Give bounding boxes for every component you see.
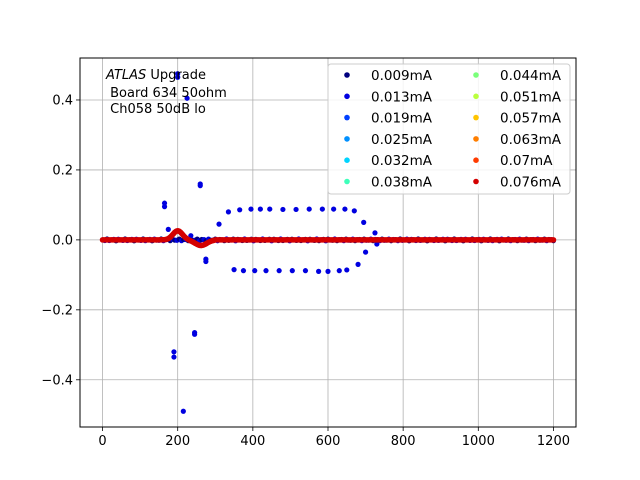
legend-label: 0.076mA <box>500 175 562 191</box>
data-point <box>336 268 342 274</box>
legend-label: 0.063mA <box>500 132 562 148</box>
x-tick-label: 1200 <box>537 434 570 449</box>
legend-marker <box>473 157 479 163</box>
y-tick-label: 0.2 <box>52 163 73 178</box>
legend-marker <box>473 136 479 142</box>
data-point <box>267 206 273 212</box>
data-point <box>225 209 232 215</box>
data-point <box>306 206 312 212</box>
y-tick-label: 0.4 <box>52 93 73 108</box>
legend-marker <box>344 178 350 185</box>
data-point <box>302 268 309 274</box>
legend-label: 0.07mA <box>500 153 553 169</box>
data-point <box>325 268 331 274</box>
legend-label: 0.025mA <box>371 132 433 148</box>
data-point <box>175 74 181 80</box>
data-point <box>165 226 171 232</box>
x-tick-label: 200 <box>165 434 190 449</box>
data-point <box>293 206 299 213</box>
legend-marker <box>344 93 350 100</box>
annotation-line-2: Board 634 50ohm <box>106 86 227 101</box>
data-point <box>257 206 263 212</box>
data-point <box>203 258 209 265</box>
legend: 0.009mA 0.013mA 0.019mA 0.025mA 0.032mA 0.038… <box>327 63 571 195</box>
legend-marker <box>344 72 350 78</box>
data-point <box>171 354 177 360</box>
data-point <box>263 268 269 274</box>
data-point <box>351 208 357 214</box>
annotation-atlas: ATLAS <box>105 68 146 83</box>
legend-box <box>327 63 571 195</box>
legend-marker <box>473 178 479 185</box>
data-point <box>216 221 222 227</box>
legend-marker <box>344 136 350 142</box>
legend-label: 0.057mA <box>500 111 562 127</box>
data-point <box>550 237 557 243</box>
annotation-upgrade: Upgrade <box>146 68 206 83</box>
data-point <box>237 207 243 213</box>
legend-marker <box>344 157 350 163</box>
legend-label: 0.051mA <box>500 89 562 105</box>
data-point <box>344 267 350 273</box>
legend-label: 0.009mA <box>371 68 433 84</box>
data-point <box>316 268 322 274</box>
legend-marker <box>473 114 479 121</box>
data-point <box>248 206 254 212</box>
data-point <box>331 206 337 212</box>
legend-label: 0.013mA <box>371 89 433 105</box>
data-point <box>362 249 369 255</box>
data-point <box>280 206 286 213</box>
data-point <box>231 267 237 273</box>
legend-label: 0.032mA <box>371 153 433 169</box>
legend-marker <box>473 72 479 78</box>
data-point <box>188 233 194 239</box>
x-tick-label: 800 <box>391 434 416 449</box>
data-point <box>361 219 367 225</box>
data-point <box>171 349 177 355</box>
x-tick-label: 400 <box>240 434 265 449</box>
x-tick-label: 1000 <box>462 434 495 449</box>
legend-marker <box>344 114 350 121</box>
data-points <box>99 71 557 414</box>
data-point <box>192 331 198 337</box>
x-tick-label: 600 <box>316 434 341 449</box>
annotation-line-1: ATLAS Upgrade <box>105 68 206 83</box>
data-point <box>252 268 258 274</box>
annotation-line-3: Ch058 50dB lo <box>106 102 206 117</box>
data-point <box>372 230 378 236</box>
axis-ticks: 0 200 400 600 800 1000 1200 −0.4 −0.2 0.0 0.2 0.4 <box>41 93 570 449</box>
data-point <box>319 206 325 212</box>
data-point <box>276 268 282 274</box>
data-point <box>184 95 190 101</box>
y-tick-label: 0.0 <box>52 233 73 248</box>
legend-label: 0.044mA <box>500 68 562 84</box>
y-tick-label: −0.2 <box>41 303 73 318</box>
legend-label: 0.038mA <box>371 175 433 191</box>
legend-marker <box>473 93 479 100</box>
data-point <box>374 241 380 247</box>
data-point <box>342 206 348 212</box>
data-point <box>289 268 295 274</box>
y-tick-label: −0.4 <box>41 373 73 388</box>
x-tick-label: 0 <box>98 434 106 449</box>
data-point <box>161 204 168 210</box>
data-point <box>355 261 361 267</box>
data-point <box>197 183 203 189</box>
data-point <box>180 408 186 414</box>
data-point <box>240 268 247 274</box>
legend-label: 0.019mA <box>371 111 433 127</box>
